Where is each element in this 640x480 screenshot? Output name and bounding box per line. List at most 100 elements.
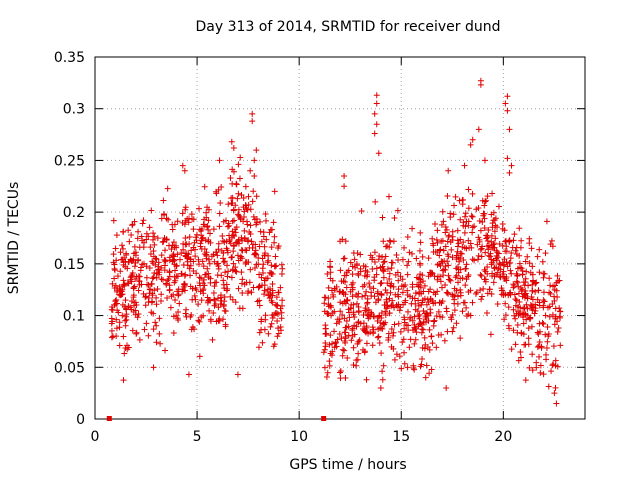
- data-point: [426, 370, 433, 377]
- data-point: [230, 248, 237, 255]
- data-point: [210, 309, 217, 316]
- data-point: [260, 233, 267, 240]
- data-point: [372, 198, 379, 205]
- data-point: [463, 304, 470, 311]
- data-point: [425, 273, 432, 280]
- data-point: [519, 286, 526, 293]
- data-point: [530, 278, 537, 285]
- data-point: [444, 258, 451, 265]
- data-point: [533, 359, 540, 366]
- data-point: [216, 157, 223, 164]
- data-point: [419, 253, 426, 260]
- data-point: [249, 118, 256, 125]
- data-point: [278, 271, 285, 278]
- data-point: [374, 288, 381, 295]
- data-point: [518, 329, 525, 336]
- data-point: [393, 251, 400, 258]
- data-point: [359, 326, 366, 333]
- data-point: [444, 192, 451, 199]
- data-point: [423, 362, 430, 369]
- data-point: [147, 251, 154, 258]
- data-point: [547, 290, 554, 297]
- data-point: [388, 343, 395, 350]
- data-point: [143, 230, 150, 237]
- data-point: [506, 260, 513, 267]
- data-point: [434, 273, 441, 280]
- data-point: [469, 229, 476, 236]
- data-point: [477, 271, 484, 278]
- data-point: [262, 211, 269, 218]
- data-point: [354, 356, 361, 363]
- data-point: [152, 319, 159, 326]
- data-point: [143, 263, 150, 270]
- data-point: [349, 263, 356, 270]
- data-point: [153, 256, 160, 263]
- data-point: [206, 260, 213, 267]
- data-point: [394, 207, 401, 214]
- data-point: [203, 251, 210, 258]
- data-point: [108, 315, 115, 322]
- data-point: [155, 271, 162, 278]
- data-point: [543, 218, 550, 225]
- data-point: [395, 286, 402, 293]
- data-point: [175, 291, 182, 298]
- data-point: [437, 262, 444, 269]
- data-point: [514, 272, 521, 279]
- data-point: [342, 333, 349, 340]
- data-point: [269, 287, 276, 294]
- data-point: [536, 246, 543, 253]
- data-point: [512, 296, 519, 303]
- data-point: [230, 232, 237, 239]
- data-point: [388, 325, 395, 332]
- data-point: [408, 250, 415, 257]
- data-point: [401, 299, 408, 306]
- data-point: [515, 303, 522, 310]
- data-point: [342, 300, 349, 307]
- data-point: [488, 256, 495, 263]
- data-point: [349, 286, 356, 293]
- data-point: [220, 259, 227, 266]
- data-point: [238, 280, 245, 287]
- data-point: [173, 244, 180, 251]
- data-point: [261, 326, 268, 333]
- data-point: [473, 206, 480, 213]
- data-point: [245, 193, 252, 200]
- data-point: [223, 287, 230, 294]
- data-point: [391, 356, 398, 363]
- data-point: [386, 275, 393, 282]
- data-point: [356, 337, 363, 344]
- data-point: [434, 227, 441, 234]
- data-point: [219, 238, 226, 245]
- data-points: [108, 77, 564, 407]
- data-point: [343, 269, 350, 276]
- data-point: [216, 317, 223, 324]
- data-point: [327, 350, 334, 357]
- data-point: [508, 162, 515, 169]
- data-point: [504, 263, 511, 270]
- data-point: [552, 305, 559, 312]
- data-point: [269, 281, 276, 288]
- data-point: [201, 216, 208, 223]
- data-point: [121, 282, 128, 289]
- data-point: [371, 130, 378, 137]
- data-point: [113, 296, 120, 303]
- data-point: [217, 200, 224, 207]
- data-point: [143, 293, 150, 300]
- data-point: [540, 302, 547, 309]
- data-point: [207, 239, 214, 246]
- data-point: [397, 328, 404, 335]
- data-point: [544, 338, 551, 345]
- data-point: [552, 357, 559, 364]
- data-point: [241, 281, 248, 288]
- data-point: [518, 237, 525, 244]
- data-point: [120, 277, 127, 284]
- data-point: [380, 259, 387, 266]
- data-point: [125, 227, 132, 234]
- data-point: [196, 205, 203, 212]
- data-point: [142, 294, 149, 301]
- data-point: [503, 248, 510, 255]
- data-point: [551, 293, 558, 300]
- data-point: [321, 346, 328, 353]
- data-point: [180, 246, 187, 253]
- data-point: [336, 330, 343, 337]
